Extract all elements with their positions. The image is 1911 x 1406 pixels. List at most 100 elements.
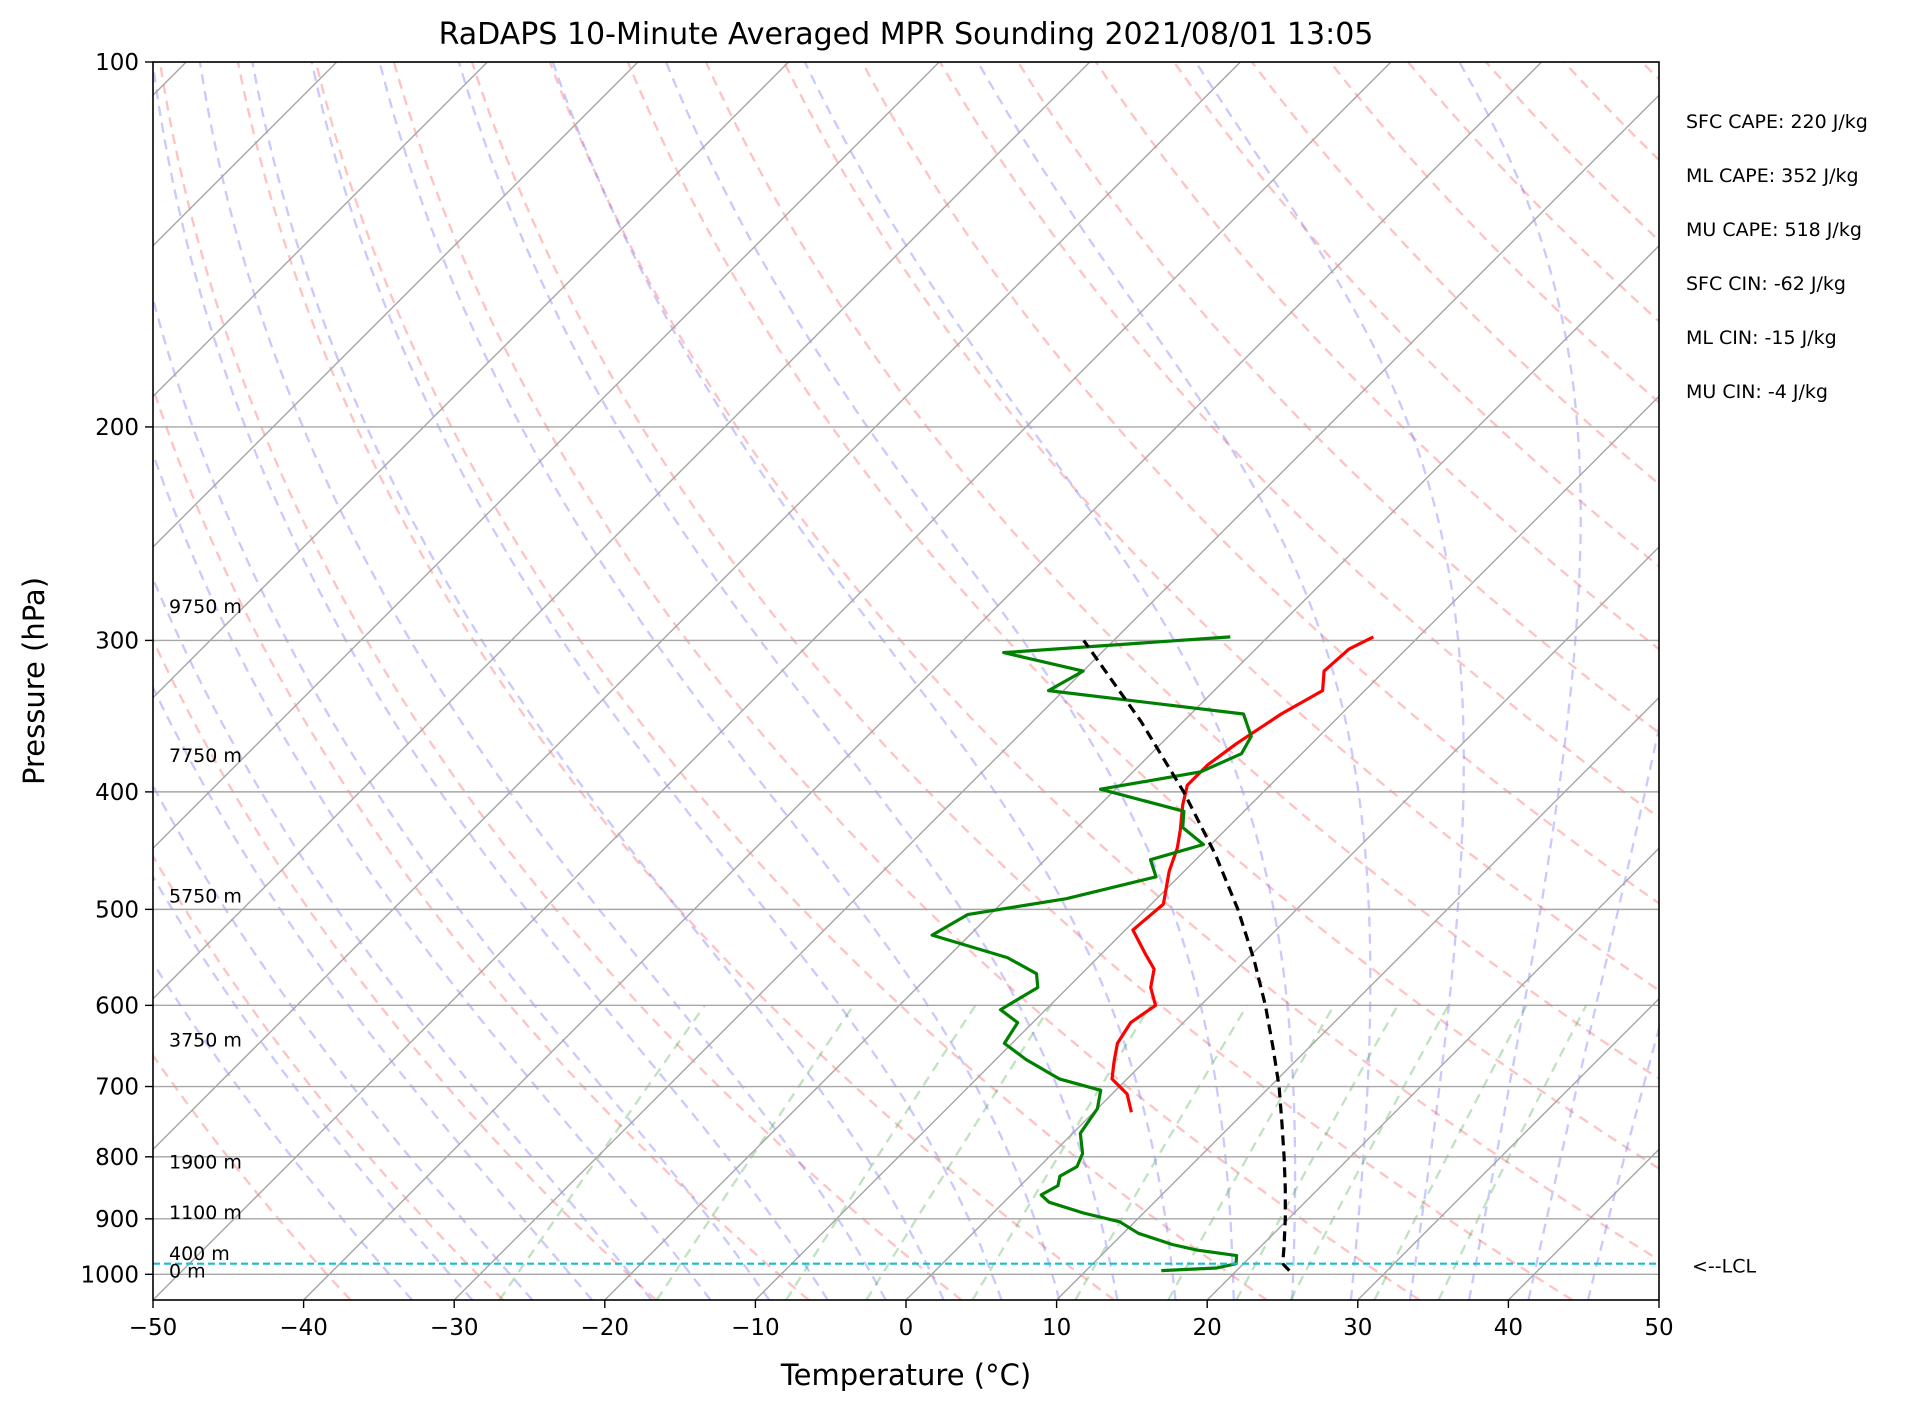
y-tick-label: 400 xyxy=(95,780,139,806)
background-lines xyxy=(153,62,1911,1300)
height-label: 1900 m xyxy=(169,1151,242,1173)
height-label: 5750 m xyxy=(169,885,242,907)
mixing-ratio-line xyxy=(1235,1004,1399,1300)
height-label: 9750 m xyxy=(169,596,242,618)
x-tick-label: 0 xyxy=(899,1315,914,1341)
mixing-ratio-line xyxy=(1167,1004,1335,1300)
x-tick-label: 50 xyxy=(1644,1315,1673,1341)
stat-line: SFC CIN: -62 J/kg xyxy=(1686,273,1846,295)
stat-line: ML CAPE: 352 J/kg xyxy=(1686,165,1859,187)
height-label: 7750 m xyxy=(169,745,242,767)
x-tick-label: −30 xyxy=(430,1315,479,1341)
height-label: 3750 m xyxy=(169,1029,242,1051)
y-tick-label: 900 xyxy=(95,1207,139,1233)
mixing-ratio-line xyxy=(655,1004,855,1300)
dry-adiabat-line xyxy=(782,62,1659,992)
x-tick-label: 40 xyxy=(1494,1315,1523,1341)
isotherm-line xyxy=(153,62,488,398)
moist-adiabat-line xyxy=(1194,62,1465,1300)
moist-adiabat-line xyxy=(457,62,1119,1300)
stat-line: ML CIN: -15 J/kg xyxy=(1686,327,1837,349)
data-series xyxy=(930,635,1375,1273)
moist-adiabat-line xyxy=(664,62,1235,1300)
dewpoint-line xyxy=(930,635,1253,1273)
moist-adiabat-line xyxy=(153,684,593,1300)
mixing-ratio-line xyxy=(865,1004,1052,1300)
isotherm-line xyxy=(453,94,1659,1300)
isotherm-line xyxy=(905,546,1659,1300)
x-tick-label: 20 xyxy=(1193,1315,1222,1341)
y-tick-label: 500 xyxy=(95,897,139,923)
mixing-ratio-line xyxy=(785,1004,977,1300)
moist-adiabat-line xyxy=(310,62,1003,1300)
dry-adiabat-line xyxy=(158,62,963,1300)
y-tick-label: 300 xyxy=(95,628,139,654)
isotherm-line xyxy=(1206,847,1659,1300)
moist-adiabat-line xyxy=(153,294,771,1300)
moist-adiabat-line xyxy=(1458,62,1582,1300)
isotherm-line xyxy=(1658,1299,1659,1300)
y-tick-label: 600 xyxy=(95,993,139,1019)
moist-adiabat-line xyxy=(153,450,712,1300)
dry-adiabat-line xyxy=(548,62,1659,1262)
y-tick-label: 1000 xyxy=(80,1262,139,1288)
isotherm-line xyxy=(153,62,1392,1300)
mixing-ratio-line xyxy=(1373,1004,1528,1300)
x-tick-label: −20 xyxy=(581,1315,630,1341)
x-tick-label: 10 xyxy=(1042,1315,1071,1341)
isotherm-line xyxy=(604,244,1659,1300)
isotherm-line xyxy=(153,62,790,699)
x-tick-label: −40 xyxy=(279,1315,328,1341)
moist-adiabat-line xyxy=(1527,722,1659,1300)
moist-adiabat-line xyxy=(251,62,945,1300)
stats-panel: SFC CAPE: 220 J/kg ML CAPE: 352 J/kg MU CA… xyxy=(1686,111,1868,403)
moist-adiabat-line xyxy=(378,62,1061,1300)
mixing-ratio-line xyxy=(1289,1004,1450,1300)
x-tick-label: 30 xyxy=(1343,1315,1372,1341)
moist-adiabat-line xyxy=(153,575,653,1300)
height-label: 0 m xyxy=(169,1261,206,1283)
y-tick-label: 700 xyxy=(95,1075,139,1101)
lcl-label: <--LCL xyxy=(1692,1256,1756,1278)
chart-title: RaDAPS 10-Minute Averaged MPR Sounding 2… xyxy=(439,17,1374,52)
isotherm-line xyxy=(754,395,1659,1300)
dry-adiabat-line xyxy=(1798,62,1911,1300)
dry-adiabat-line xyxy=(1095,62,1659,651)
y-tick-label: 800 xyxy=(95,1145,139,1171)
dry-adiabat-line xyxy=(1876,62,1911,1300)
stat-line: SFC CAPE: 220 J/kg xyxy=(1686,111,1868,133)
mixing-ratio-line xyxy=(498,1004,706,1300)
moist-adiabat-line xyxy=(1586,1024,1659,1300)
moist-adiabat-line xyxy=(153,783,534,1300)
dry-adiabat-line xyxy=(1720,62,1911,1300)
isotherm-line xyxy=(153,62,1241,1151)
stat-line: MU CIN: -4 J/kg xyxy=(1686,381,1828,403)
y-axis-label: Pressure (hPa) xyxy=(17,577,51,785)
height-label: 1100 m xyxy=(169,1202,242,1224)
moist-adiabat-line xyxy=(153,62,829,1300)
moist-adiabat-line xyxy=(198,62,887,1300)
isotherm-line xyxy=(303,62,1543,1300)
dry-adiabat-line xyxy=(153,384,810,1300)
isotherm-line xyxy=(153,62,940,850)
dry-adiabat-line xyxy=(470,62,1573,1300)
x-axis-label: Temperature (°C) xyxy=(780,1358,1031,1392)
dry-adiabat-line xyxy=(153,637,657,1300)
parcel-line xyxy=(1082,639,1291,1272)
isotherm-line xyxy=(153,62,1091,1000)
y-tick-label: 100 xyxy=(95,50,139,76)
y-axis: 100 200 300 400 500 600 700 800 900 1000 xyxy=(80,50,153,1288)
dry-adiabat-line xyxy=(939,62,1659,820)
temperature-line xyxy=(1110,635,1375,1113)
moist-adiabat-line xyxy=(551,62,1177,1300)
x-tick-label: −10 xyxy=(731,1315,780,1341)
dry-adiabat-line xyxy=(626,62,1659,1170)
height-label: 400 m xyxy=(169,1243,230,1265)
isotherm-line xyxy=(1056,696,1659,1300)
moist-adiabat-line xyxy=(976,62,1372,1300)
x-axis: −50 −40 −30 −20 −10 0 10 20 30 40 50 xyxy=(129,1300,1674,1341)
mixing-ratio-line xyxy=(1437,1004,1588,1300)
stat-line: MU CAPE: 518 J/kg xyxy=(1686,219,1862,241)
